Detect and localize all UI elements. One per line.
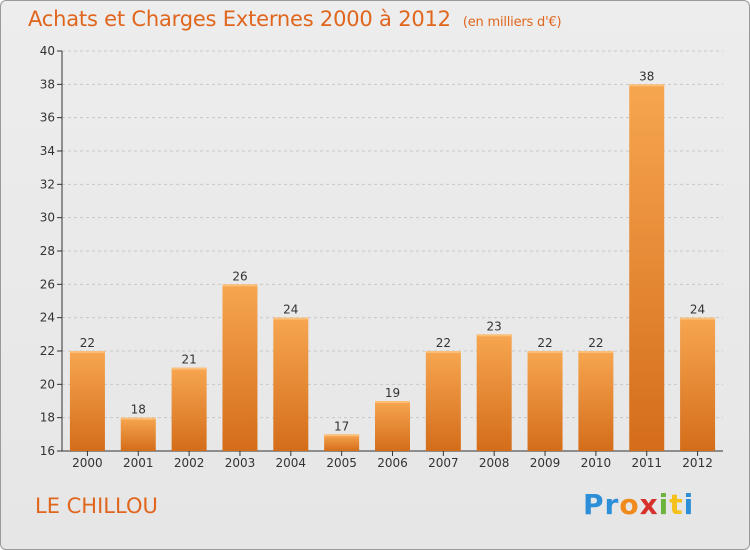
bar-2011	[629, 84, 665, 451]
bar-2007	[425, 351, 461, 451]
logo-part: x	[639, 488, 659, 521]
bar-2000	[69, 351, 105, 451]
x-tick-label: 2005	[326, 456, 357, 470]
x-tick-label: 2003	[225, 456, 256, 470]
bar-highlight	[629, 84, 665, 87]
data-label: 22	[537, 336, 552, 350]
x-tick-label: 2012	[682, 456, 713, 470]
logo-part: Pr	[583, 488, 620, 521]
bar-highlight	[476, 334, 512, 337]
data-label: 38	[639, 69, 654, 83]
bar-2009	[527, 351, 563, 451]
x-tick-label: 2008	[479, 456, 510, 470]
y-tick-label: 34	[40, 144, 55, 158]
logo-part: i	[658, 488, 670, 521]
data-label: 22	[80, 336, 95, 350]
data-label: 22	[436, 336, 451, 350]
y-tick-label: 16	[40, 444, 55, 458]
bar-2006	[375, 401, 410, 451]
bar-2005	[324, 434, 360, 451]
bar-2003	[222, 284, 258, 451]
logo-part: i	[683, 488, 695, 521]
data-label: 19	[385, 386, 400, 400]
bar-highlight	[680, 317, 716, 320]
bar-highlight	[120, 417, 156, 420]
bar-2002	[171, 367, 207, 451]
bar-highlight	[527, 351, 563, 353]
x-tick-label: 2010	[581, 456, 612, 470]
y-tick-label: 38	[40, 77, 55, 91]
x-tick-label: 2011	[631, 456, 662, 470]
bar-highlight	[578, 351, 614, 353]
data-label: 23	[487, 319, 502, 333]
bar-highlight	[222, 284, 258, 287]
y-tick-label: 18	[40, 411, 55, 425]
bar-2012	[680, 317, 716, 451]
bar-highlight	[171, 367, 207, 370]
x-tick-label: 2004	[276, 456, 307, 470]
bar-2008	[476, 334, 512, 451]
bar-2001	[120, 417, 156, 451]
data-label: 26	[232, 269, 247, 283]
x-tick-label: 2002	[174, 456, 205, 470]
town-name: LE CHILLOU	[35, 494, 158, 518]
x-tick-label: 2006	[377, 456, 408, 470]
data-label: 24	[690, 303, 705, 317]
bar-highlight	[324, 434, 360, 437]
y-tick-label: 36	[40, 111, 55, 125]
bar-highlight	[425, 351, 461, 353]
y-tick-label: 22	[40, 344, 55, 358]
bar-highlight	[273, 317, 309, 320]
x-tick-label: 2007	[428, 456, 459, 470]
data-label: 17	[334, 419, 349, 433]
y-tick-label: 24	[40, 311, 55, 325]
x-tick-label: 2009	[530, 456, 561, 470]
bar-highlight	[69, 351, 105, 353]
bar-highlight	[375, 401, 410, 403]
y-tick-label: 28	[40, 244, 55, 258]
x-tick-label: 2001	[123, 456, 154, 470]
grid-lines	[62, 50, 723, 419]
bar-2004	[273, 317, 309, 451]
y-tick-label: 40	[40, 44, 55, 58]
logo-part: o	[619, 488, 640, 521]
bars	[69, 84, 716, 451]
data-label: 22	[588, 336, 603, 350]
chart-title: Achats et Charges Externes 2000 à 2012 (e…	[28, 7, 562, 31]
chart-unit: (en milliers d'€)	[462, 15, 562, 30]
y-tick-label: 26	[40, 277, 55, 291]
proxiti-logo: Proxiti	[583, 488, 694, 521]
chart-title-text: Achats et Charges Externes 2000 à 2012	[28, 7, 451, 31]
data-label: 18	[131, 403, 146, 417]
bar-2010	[578, 351, 614, 451]
logo-part: t	[669, 488, 684, 521]
data-label: 21	[181, 353, 196, 367]
labels: 16 18 20 22 24 26 28 30 32 34 36 38 40 22 2000 18 2001 21…	[40, 44, 713, 470]
y-tick-label: 30	[40, 211, 55, 225]
y-tick-label: 32	[40, 177, 55, 191]
x-tick-label: 2000	[72, 456, 103, 470]
y-tick-label: 20	[40, 377, 55, 391]
data-label: 24	[283, 303, 298, 317]
